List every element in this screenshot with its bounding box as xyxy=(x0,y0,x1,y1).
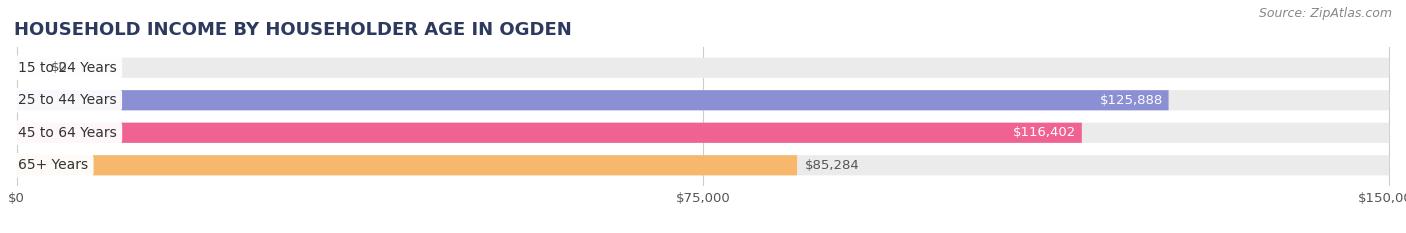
FancyBboxPatch shape xyxy=(17,123,1389,143)
Text: $125,888: $125,888 xyxy=(1099,94,1163,107)
Text: $116,402: $116,402 xyxy=(1014,126,1077,139)
Text: HOUSEHOLD INCOME BY HOUSEHOLDER AGE IN OGDEN: HOUSEHOLD INCOME BY HOUSEHOLDER AGE IN O… xyxy=(14,21,572,39)
Text: 65+ Years: 65+ Years xyxy=(18,158,89,172)
FancyBboxPatch shape xyxy=(17,58,1389,78)
Text: $0: $0 xyxy=(51,61,67,74)
Text: 15 to 24 Years: 15 to 24 Years xyxy=(18,61,117,75)
FancyBboxPatch shape xyxy=(17,90,1389,110)
Text: 25 to 44 Years: 25 to 44 Years xyxy=(18,93,117,107)
Text: 45 to 64 Years: 45 to 64 Years xyxy=(18,126,117,140)
Text: Source: ZipAtlas.com: Source: ZipAtlas.com xyxy=(1258,7,1392,20)
FancyBboxPatch shape xyxy=(17,90,1168,110)
FancyBboxPatch shape xyxy=(17,123,1081,143)
FancyBboxPatch shape xyxy=(17,155,797,175)
Text: $85,284: $85,284 xyxy=(806,159,860,172)
FancyBboxPatch shape xyxy=(17,155,1389,175)
